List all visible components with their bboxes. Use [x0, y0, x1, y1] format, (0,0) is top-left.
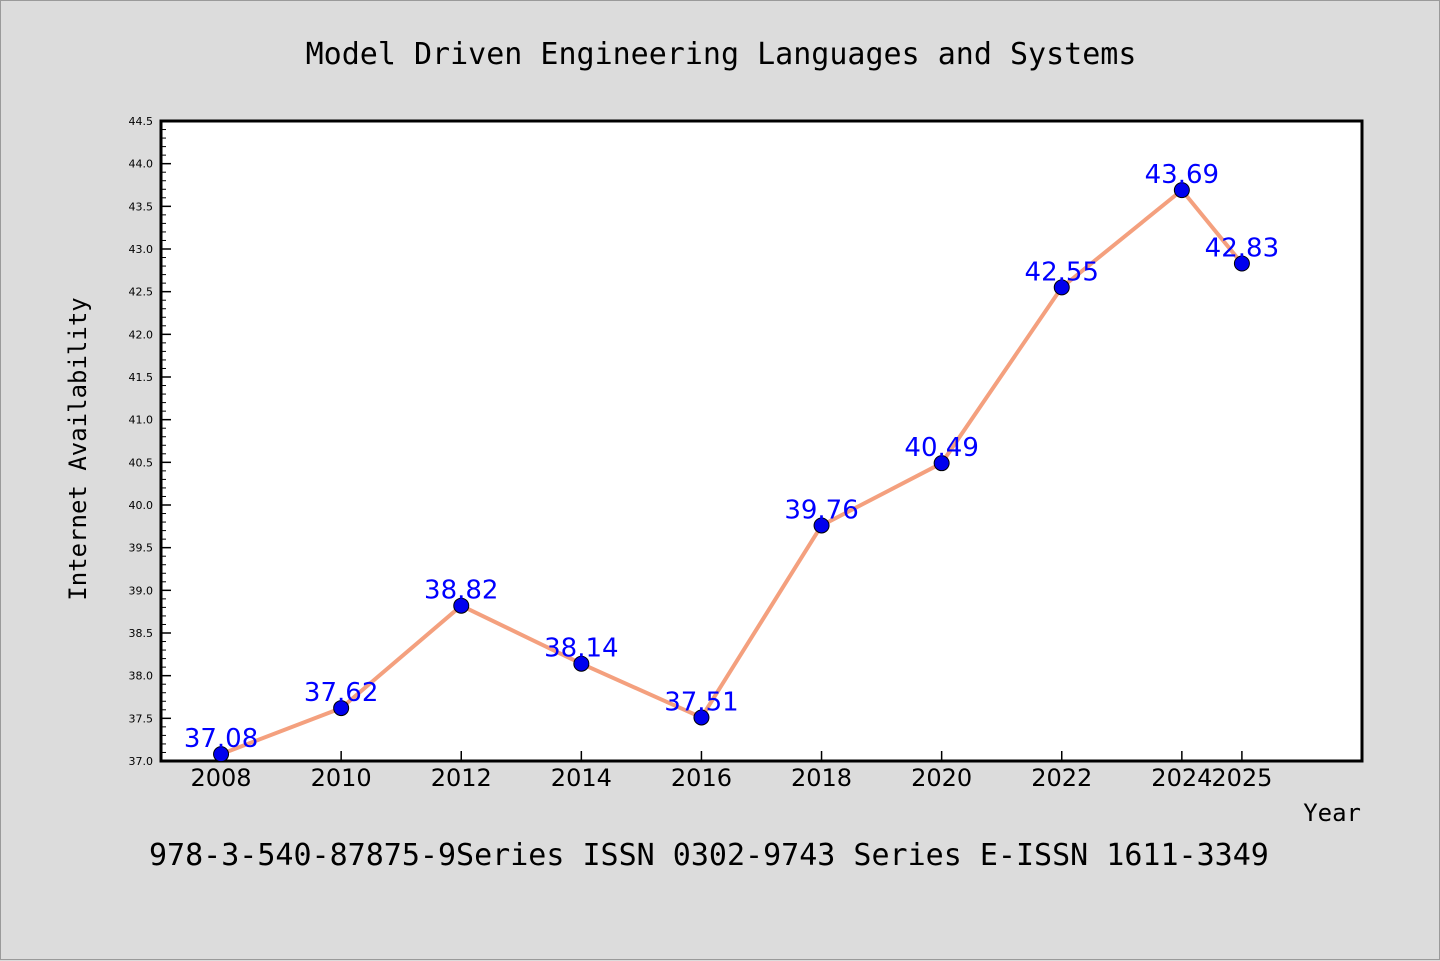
data-label: 37.62	[304, 678, 378, 708]
y-tick-label: 41.0	[129, 414, 154, 427]
y-axis-label: Internet Availability	[64, 297, 92, 600]
data-label: 43.69	[1145, 160, 1219, 190]
series-line	[220, 188, 1244, 757]
y-tick-label: 42.5	[129, 286, 154, 299]
x-tick-label: 2025	[1211, 764, 1272, 792]
data-label: 39.76	[784, 495, 858, 525]
series-line-group	[220, 188, 1244, 757]
data-point	[1053, 279, 1070, 296]
data-label: 42.55	[1025, 257, 1099, 287]
x-axis-label: Year	[1303, 799, 1361, 827]
data-point	[333, 700, 350, 717]
data-point	[933, 455, 950, 472]
chart-title: Model Driven Engineering Languages and S…	[306, 37, 1137, 72]
y-axis-ticks: 37.0 37.5 38.0 38.5 39.0 39.5 40.0 40.5 41.0 41.5…	[129, 115, 171, 768]
x-tick-label: 2020	[911, 764, 972, 792]
y-tick-label: 43.5	[129, 200, 154, 213]
y-tick-label: 37.5	[129, 712, 154, 725]
x-tick-label: 2024	[1151, 764, 1212, 792]
x-tick-label: 2016	[671, 764, 732, 792]
x-tick-label: 2008	[191, 764, 252, 792]
y-tick-label: 39.5	[129, 542, 154, 555]
x-tick-label: 2012	[431, 764, 492, 792]
data-label: 38.14	[544, 634, 618, 664]
x-tick-label: 2010	[311, 764, 372, 792]
y-tick-label: 43.0	[129, 243, 154, 256]
data-point	[453, 597, 470, 614]
x-tick-label: 2018	[791, 764, 852, 792]
y-tick-label: 39.0	[129, 584, 154, 597]
data-label: 38.82	[424, 576, 498, 606]
data-point	[573, 655, 590, 672]
y-tick-label: 40.0	[129, 499, 154, 512]
data-points	[213, 182, 1250, 763]
y-tick-label: 38.0	[129, 670, 154, 683]
data-point	[1233, 255, 1250, 272]
data-labels: 37.08 37.62 38.82 38.14 37.51 39.76 40.49 42.55…	[184, 160, 1279, 754]
y-tick-label: 40.5	[129, 456, 154, 469]
data-label: 37.51	[664, 687, 738, 717]
data-label: 42.83	[1205, 234, 1279, 264]
data-label: 40.49	[904, 433, 978, 463]
data-point	[213, 746, 230, 763]
x-tick-label: 2014	[551, 764, 612, 792]
y-tick-label: 41.5	[129, 371, 154, 384]
data-point	[693, 709, 710, 726]
data-point	[1173, 182, 1190, 199]
footer-isbn-issn: 978-3-540-87875-9Series ISSN 0302-9743 S…	[149, 838, 1269, 873]
data-label: 37.08	[184, 724, 258, 754]
data-point	[813, 517, 830, 534]
x-tick-label: 2022	[1031, 764, 1092, 792]
y-tick-label: 38.5	[129, 627, 154, 640]
plot-area	[159, 119, 1364, 763]
y-tick-label: 37.0	[129, 755, 154, 768]
y-tick-label: 44.5	[129, 115, 154, 128]
y-tick-label: 44.0	[129, 158, 154, 171]
y-tick-label: 42.0	[129, 328, 154, 341]
